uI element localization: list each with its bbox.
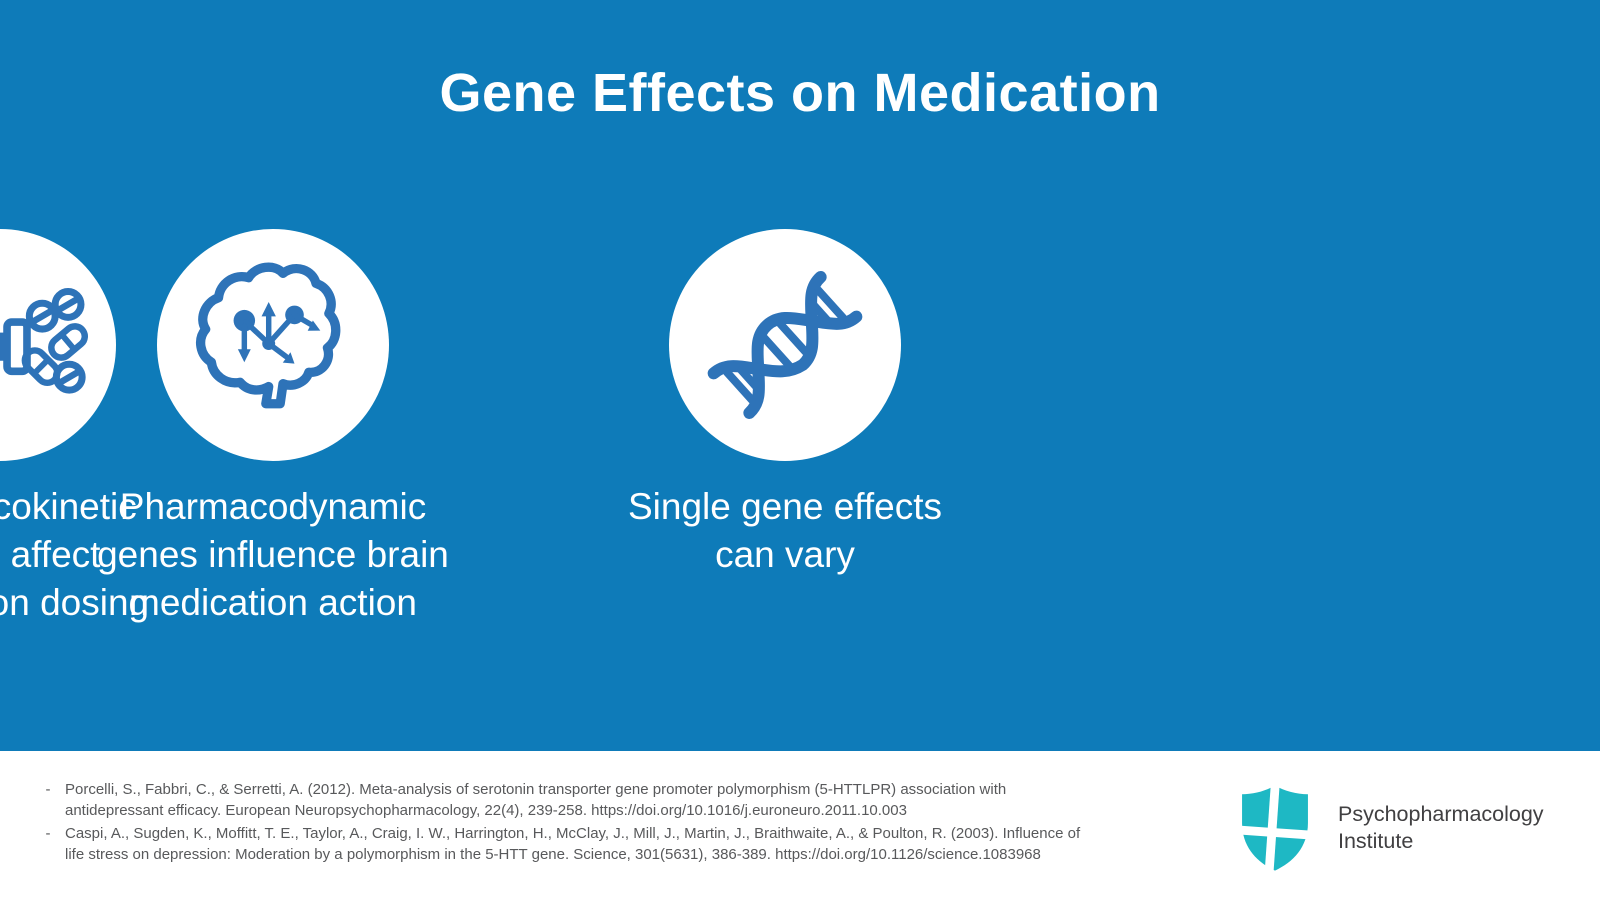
reference-text-porcelli: Porcelli, S., Fabbri, C., & Serretti, A.…	[65, 781, 1007, 819]
slide-main-area: Gene Effects on Medication	[0, 0, 1600, 751]
column-pharmacodynamic: Pharmacodynamic genes influence brain me…	[33, 229, 513, 627]
column-pharmacokinetic: Pharmacokinetic genes affect medication …	[0, 229, 240, 627]
institute-logo: Psychopharmacology Institute	[1234, 783, 1544, 873]
column-single-gene: Single gene effects can vary	[545, 229, 1025, 579]
logo-line-1: Psychopharmacology	[1338, 801, 1544, 826]
caption-pharmacodynamic: Pharmacodynamic genes influence brain me…	[97, 486, 449, 623]
logo-line-2: Institute	[1338, 829, 1414, 853]
caption-single-gene: Single gene effects can vary	[627, 486, 943, 575]
dna-circle	[669, 229, 901, 461]
shield-logo-icon	[1234, 783, 1316, 873]
pill-bottle-icon	[0, 287, 88, 394]
brain-network-icon	[195, 262, 341, 409]
reference-item: - Caspi, A., Sugden, K., Moffitt, T. E.,…	[42, 823, 1081, 865]
slide-footer: - Porcelli, S., Fabbri, C., & Serretti, …	[0, 751, 1600, 899]
slide-title: Gene Effects on Medication	[439, 63, 1161, 123]
dna-helix-icon	[707, 271, 863, 419]
reference-list: - Porcelli, S., Fabbri, C., & Serretti, …	[42, 779, 1081, 867]
reference-text-caspi: Caspi, A., Sugden, K., Moffitt, T. E., T…	[65, 825, 1081, 863]
reference-item: - Porcelli, S., Fabbri, C., & Serretti, …	[42, 779, 1080, 821]
logo-wordmark: Psychopharmacology Institute	[1338, 801, 1544, 856]
brain-circle	[157, 229, 389, 461]
caption-pharmacokinetic: Pharmacokinetic genes affect medication …	[0, 486, 150, 623]
reference-bullet: -	[45, 825, 51, 842]
reference-bullet: -	[45, 781, 51, 798]
